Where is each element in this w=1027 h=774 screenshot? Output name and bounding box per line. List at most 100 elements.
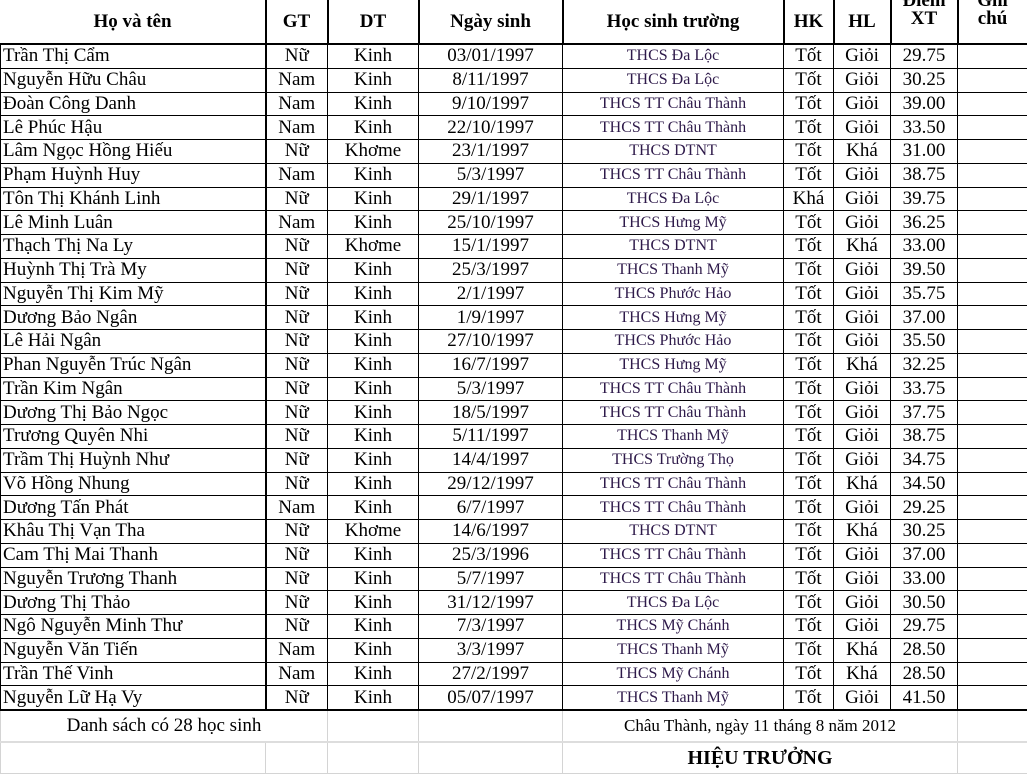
cell-name[interactable]: Nguyễn Hữu Châu — [1, 68, 266, 92]
cell-academic[interactable]: Giỏi — [834, 258, 891, 282]
cell-note[interactable] — [958, 543, 1027, 567]
cell-conduct[interactable]: Tốt — [784, 92, 834, 116]
cell-academic[interactable]: Giỏi — [834, 116, 891, 140]
cell-birthdate[interactable]: 27/10/1997 — [419, 330, 563, 354]
cell-conduct[interactable]: Tốt — [784, 163, 834, 187]
cell-name[interactable]: Cam Thị Mai Thanh — [1, 543, 266, 567]
header-conduct[interactable]: HK — [784, 0, 834, 44]
cell-birthdate[interactable]: 1/9/1997 — [419, 306, 563, 330]
cell-gender[interactable]: Nữ — [266, 258, 328, 282]
cell-academic[interactable]: Khá — [834, 472, 891, 496]
cell-school[interactable]: THCS Hưng Mỹ — [563, 211, 784, 235]
cell-gender[interactable]: Nữ — [266, 520, 328, 544]
cell-conduct[interactable]: Tốt — [784, 615, 834, 639]
cell-score[interactable]: 37.75 — [891, 401, 958, 425]
cell-ethnicity[interactable]: Kinh — [328, 211, 419, 235]
header-note[interactable]: Ghi chú — [958, 0, 1027, 44]
cell-note[interactable] — [958, 615, 1027, 639]
cell-gender[interactable]: Nữ — [266, 330, 328, 354]
cell-ethnicity[interactable]: Kinh — [328, 567, 419, 591]
cell-note[interactable] — [958, 187, 1027, 211]
cell[interactable] — [958, 742, 1027, 774]
cell-name[interactable]: Nguyễn Trương Thanh — [1, 567, 266, 591]
cell-conduct[interactable]: Tốt — [784, 448, 834, 472]
cell-birthdate[interactable]: 25/10/1997 — [419, 211, 563, 235]
cell-conduct[interactable]: Tốt — [784, 353, 834, 377]
cell-birthdate[interactable]: 2/1/1997 — [419, 282, 563, 306]
cell-note[interactable] — [958, 330, 1027, 354]
cell-score[interactable]: 41.50 — [891, 686, 958, 710]
cell-conduct[interactable]: Tốt — [784, 401, 834, 425]
cell-gender[interactable]: Nam — [266, 163, 328, 187]
cell-gender[interactable]: Nam — [266, 662, 328, 686]
cell-name[interactable]: Phan Nguyễn Trúc Ngân — [1, 353, 266, 377]
cell-note[interactable] — [958, 662, 1027, 686]
cell-gender[interactable]: Nữ — [266, 353, 328, 377]
cell-note[interactable] — [958, 92, 1027, 116]
cell-ethnicity[interactable]: Kinh — [328, 638, 419, 662]
cell-academic[interactable]: Giỏi — [834, 591, 891, 615]
cell-conduct[interactable]: Tốt — [784, 235, 834, 259]
cell-name[interactable]: Dương Bảo Ngân — [1, 306, 266, 330]
cell-birthdate[interactable]: 5/3/1997 — [419, 377, 563, 401]
cell-ethnicity[interactable]: Kinh — [328, 686, 419, 710]
cell-school[interactable]: THCS Mỹ Chánh — [563, 615, 784, 639]
cell-name[interactable]: Ngô Nguyễn Minh Thư — [1, 615, 266, 639]
cell-school[interactable]: THCS Đa Lộc — [563, 591, 784, 615]
cell-note[interactable] — [958, 306, 1027, 330]
cell-score[interactable]: 29.75 — [891, 44, 958, 68]
cell-conduct[interactable]: Tốt — [784, 638, 834, 662]
cell[interactable] — [328, 710, 419, 742]
cell-score[interactable]: 30.25 — [891, 68, 958, 92]
cell-note[interactable] — [958, 116, 1027, 140]
cell-ethnicity[interactable]: Kinh — [328, 496, 419, 520]
cell-score[interactable]: 36.25 — [891, 211, 958, 235]
cell-ethnicity[interactable]: Kinh — [328, 448, 419, 472]
cell-birthdate[interactable]: 14/6/1997 — [419, 520, 563, 544]
cell-academic[interactable]: Giỏi — [834, 44, 891, 68]
cell-note[interactable] — [958, 425, 1027, 449]
cell-academic[interactable]: Giỏi — [834, 448, 891, 472]
cell-school[interactable]: THCS DTNT — [563, 140, 784, 164]
cell-score[interactable]: 39.75 — [891, 187, 958, 211]
cell-note[interactable] — [958, 235, 1027, 259]
cell-school[interactable]: THCS Thanh Mỹ — [563, 258, 784, 282]
cell-ethnicity[interactable]: Kinh — [328, 258, 419, 282]
cell-academic[interactable]: Giỏi — [834, 615, 891, 639]
cell-academic[interactable]: Giỏi — [834, 330, 891, 354]
cell-conduct[interactable]: Tốt — [784, 543, 834, 567]
cell-school[interactable]: THCS TT Châu Thành — [563, 496, 784, 520]
cell-ethnicity[interactable]: Kinh — [328, 306, 419, 330]
cell-ethnicity[interactable]: Kinh — [328, 472, 419, 496]
cell-score[interactable]: 33.00 — [891, 235, 958, 259]
cell-name[interactable]: Dương Thị Bảo Ngọc — [1, 401, 266, 425]
cell[interactable] — [958, 710, 1027, 742]
cell-conduct[interactable]: Tốt — [784, 116, 834, 140]
cell-school[interactable]: THCS Thanh Mỹ — [563, 425, 784, 449]
cell-conduct[interactable]: Tốt — [784, 686, 834, 710]
cell-note[interactable] — [958, 591, 1027, 615]
header-score[interactable]: Điểm XT — [891, 0, 958, 44]
cell-birthdate[interactable]: 03/01/1997 — [419, 44, 563, 68]
cell-note[interactable] — [958, 567, 1027, 591]
cell-gender[interactable]: Nữ — [266, 306, 328, 330]
header-ethnicity[interactable]: DT — [328, 0, 419, 44]
cell-gender[interactable]: Nữ — [266, 567, 328, 591]
cell-score[interactable]: 37.00 — [891, 543, 958, 567]
cell-note[interactable] — [958, 448, 1027, 472]
cell-name[interactable]: Trần Kim Ngân — [1, 377, 266, 401]
cell-note[interactable] — [958, 496, 1027, 520]
signer-title[interactable]: HIỆU TRƯỞNG — [563, 742, 958, 774]
cell-name[interactable]: Đoàn Công Danh — [1, 92, 266, 116]
cell-score[interactable]: 35.50 — [891, 330, 958, 354]
cell-gender[interactable]: Nữ — [266, 543, 328, 567]
cell-score[interactable]: 39.50 — [891, 258, 958, 282]
cell-conduct[interactable]: Tốt — [784, 282, 834, 306]
cell-school[interactable]: THCS TT Châu Thành — [563, 401, 784, 425]
header-academic[interactable]: HL — [834, 0, 891, 44]
cell-gender[interactable]: Nữ — [266, 472, 328, 496]
cell-birthdate[interactable]: 5/3/1997 — [419, 163, 563, 187]
cell-school[interactable]: THCS TT Châu Thành — [563, 472, 784, 496]
cell-gender[interactable]: Nữ — [266, 401, 328, 425]
cell-name[interactable]: Trần Thế Vinh — [1, 662, 266, 686]
